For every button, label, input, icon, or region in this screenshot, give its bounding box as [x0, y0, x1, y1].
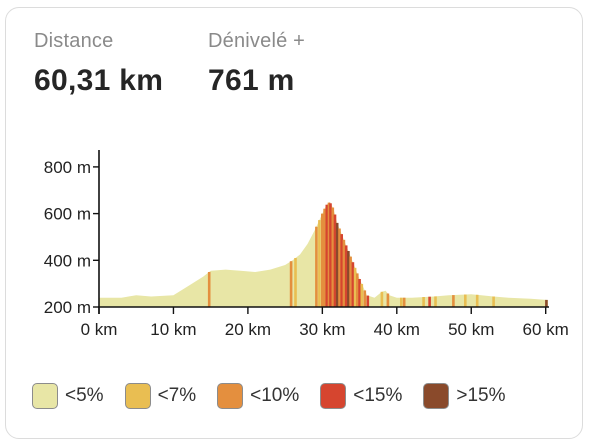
legend-swatch: [217, 383, 244, 409]
gradient-segment: [464, 294, 467, 307]
y-tick-label: 800 m: [44, 158, 91, 177]
elevation-gain-stat: Dénivelé + 761 m: [208, 30, 305, 98]
distance-value: 60,31 km: [34, 64, 164, 97]
y-tick-label: 400 m: [44, 251, 91, 270]
legend-label: >15%: [456, 385, 506, 406]
gradient-segment: [452, 295, 455, 307]
gradient-segment: [318, 220, 321, 307]
legend-item: <10%: [217, 383, 299, 409]
x-tick-label: 60 km: [523, 320, 569, 339]
gradient-segment: [340, 234, 343, 307]
legend-item: <5%: [32, 383, 104, 409]
legend-swatch: [320, 383, 347, 409]
gradient-segment: [475, 294, 479, 307]
elevation-gain-value: 761 m: [208, 64, 295, 97]
gradient-segment: [329, 203, 332, 307]
gradient-segment: [331, 207, 335, 307]
gradient-segment: [344, 245, 348, 307]
gradient-segment: [400, 297, 403, 307]
gradient-segment: [492, 296, 495, 307]
x-tick-label: 50 km: [448, 320, 494, 339]
elevation-gain-label: Dénivelé +: [208, 30, 306, 52]
gradient-segment: [325, 204, 329, 307]
gradient-segment: [333, 214, 337, 307]
gradient-segment: [386, 293, 390, 307]
legend-item: <15%: [320, 383, 402, 409]
distance-label: Distance: [34, 30, 114, 52]
gradient-segment: [294, 258, 297, 307]
gradient-segment: [428, 296, 431, 307]
distance-stat: Distance 60,31 km: [34, 30, 163, 98]
gradient-segment: [349, 256, 352, 307]
x-tick-label: 0 km: [81, 320, 118, 339]
gradient-segment: [380, 291, 384, 307]
legend-label: <7%: [157, 385, 197, 406]
gradient-segment: [360, 283, 364, 307]
legend-swatch: [32, 383, 58, 409]
gradient-segment: [358, 279, 361, 307]
gradient-segment: [402, 297, 406, 307]
gradient-segment: [321, 213, 324, 307]
legend-swatch: [423, 383, 450, 409]
gradient-segment: [289, 261, 293, 307]
gradient-segment: [338, 228, 341, 307]
x-tick-label: 20 km: [225, 320, 271, 339]
gradient-segment: [356, 273, 359, 307]
x-tick-label: 10 km: [150, 320, 196, 339]
legend-label: <15%: [353, 385, 403, 406]
gradient-segment: [434, 296, 437, 307]
y-tick-label: 600 m: [44, 205, 91, 224]
legend-item: <7%: [124, 383, 197, 409]
gradient-segment: [347, 251, 350, 307]
gradient-segment: [545, 299, 548, 307]
gradient-segment: [353, 267, 357, 307]
gradient-segment: [323, 208, 326, 307]
y-tick-label: 200 m: [44, 298, 91, 317]
legend-label: <10%: [250, 385, 300, 406]
gradient-segment: [335, 222, 339, 307]
gradient-segment: [207, 272, 211, 307]
gradient-segment: [351, 262, 355, 307]
x-tick-label: 30 km: [299, 320, 345, 339]
gradient-segment: [315, 226, 318, 307]
legend-label: <5%: [65, 385, 104, 406]
x-tick-label: 40 km: [374, 320, 420, 339]
gradient-segment: [342, 239, 346, 307]
gradient-legend: <5% <7% <10% <15% >15%: [32, 383, 527, 409]
gradient-segment: [327, 202, 331, 307]
elevation-profile-card: [5, 7, 583, 439]
gradient-segment: [363, 290, 367, 307]
gradient-segment: [366, 295, 370, 307]
legend-item: >15%: [423, 383, 506, 409]
legend-swatch: [124, 383, 151, 409]
gradient-segment: [422, 297, 425, 307]
